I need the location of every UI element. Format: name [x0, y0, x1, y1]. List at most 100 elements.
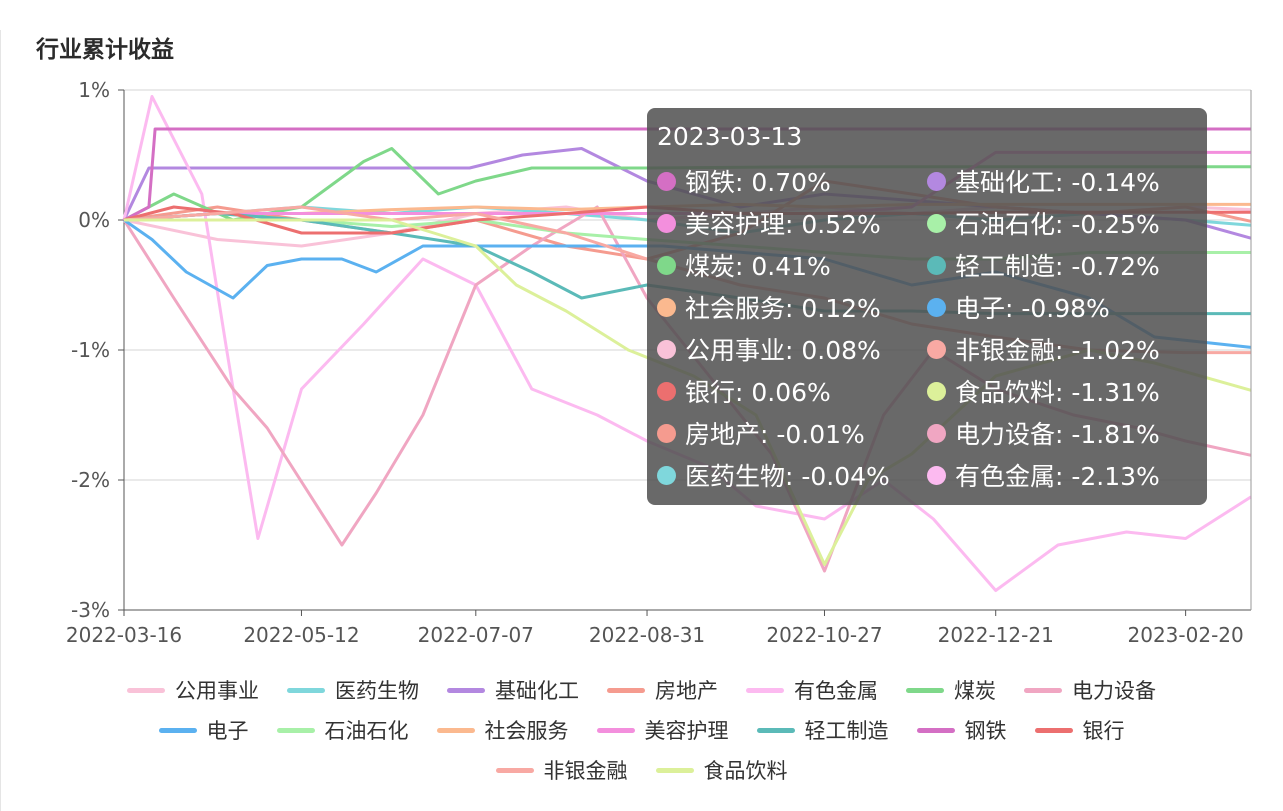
x-tick-label: 2022-08-31	[589, 623, 705, 647]
legend-label: 石油石化	[324, 719, 409, 743]
tooltip-text: 非银金融: -1.02%	[955, 336, 1160, 365]
left-divider	[0, 30, 1, 811]
y-tick-label: -1%	[71, 338, 110, 362]
legend-swatch	[916, 727, 955, 733]
legend-label: 公用事业	[175, 679, 259, 703]
legend-item[interactable]: 食品饮料	[655, 755, 788, 785]
tooltip-text: 房地产: -0.01%	[685, 420, 865, 449]
legend-item[interactable]: 医药生物	[287, 675, 419, 705]
tooltip-marker	[657, 255, 676, 275]
legend-label: 医药生物	[335, 679, 419, 703]
legend-swatch	[746, 687, 784, 693]
y-tick-label: 0%	[78, 208, 110, 232]
tooltip-item: 基础化工: -0.14%	[927, 160, 1207, 202]
tooltip-text: 医药生物: -0.04%	[685, 462, 890, 491]
tooltip-marker	[657, 297, 676, 317]
legend-swatch	[756, 727, 795, 733]
y-axis: 1% 0% -1% -2% -3%	[71, 78, 125, 622]
tooltip: 2023-03-13 钢铁: 0.70% 基础化工: -0.14% 美容护理: 0.…	[647, 108, 1207, 505]
x-axis: 2022-03-16 2022-05-12 2022-07-07 2022-08-31…	[66, 609, 1251, 647]
tooltip-item: 食品饮料: -1.31%	[927, 370, 1207, 412]
tooltip-text: 有色金属: -2.13%	[955, 462, 1160, 491]
legend-label: 电力设备	[1072, 679, 1156, 703]
tooltip-item: 电力设备: -1.81%	[927, 412, 1207, 454]
chart-title: 行业累计收益	[36, 37, 174, 63]
tooltip-text: 食品饮料: -1.31%	[955, 378, 1160, 407]
legend-item[interactable]: 银行	[1034, 715, 1125, 745]
legend-row: 非银金融 食品饮料	[0, 750, 1283, 790]
x-tick-label: 2022-03-16	[66, 623, 182, 647]
tooltip-text: 钢铁: 0.70%	[685, 168, 831, 197]
tooltip-item: 医药生物: -0.04%	[657, 454, 927, 496]
legend-swatch	[436, 727, 475, 733]
x-tick-label: 2022-12-21	[938, 623, 1054, 647]
tooltip-marker	[927, 339, 946, 359]
legend-swatch	[607, 687, 645, 693]
x-tick-label: 2023-02-20	[1128, 623, 1244, 647]
legend-item[interactable]: 电力设备	[1024, 675, 1156, 705]
y-tick-label: 1%	[78, 78, 110, 102]
tooltip-text: 美容护理: 0.52%	[685, 210, 881, 239]
tooltip-marker	[657, 339, 676, 359]
tooltip-text: 石油石化: -0.25%	[955, 210, 1160, 239]
legend-item[interactable]: 公用事业	[127, 675, 259, 705]
tooltip-item: 有色金属: -2.13%	[927, 454, 1207, 496]
legend-item[interactable]: 社会服务	[436, 715, 569, 745]
legend-row: 电子 石油石化 社会服务 美容护理 轻工制造 钢铁 银行	[0, 710, 1283, 750]
legend-item[interactable]: 钢铁	[916, 715, 1007, 745]
legend-label: 房地产	[655, 679, 718, 703]
legend-label: 美容护理	[644, 719, 729, 743]
tooltip-date: 2023-03-13	[657, 122, 803, 151]
legend-item[interactable]: 电子	[158, 715, 249, 745]
tooltip-marker	[657, 465, 676, 485]
tooltip-items: 钢铁: 0.70% 基础化工: -0.14% 美容护理: 0.52% 石油石化: -0…	[657, 160, 1197, 496]
tooltip-item: 社会服务: 0.12%	[657, 286, 927, 328]
tooltip-marker	[927, 465, 946, 485]
tooltip-item: 钢铁: 0.70%	[657, 160, 927, 202]
legend-swatch	[276, 727, 315, 733]
tooltip-text: 公用事业: 0.08%	[685, 336, 881, 365]
legend-item[interactable]: 煤炭	[906, 675, 996, 705]
legend-label: 煤炭	[954, 679, 996, 703]
legend-label: 社会服务	[484, 719, 569, 743]
tooltip-marker	[927, 171, 946, 191]
legend-label: 电子	[206, 719, 249, 743]
legend-label: 轻工制造	[804, 719, 889, 743]
legend-swatch	[655, 767, 694, 773]
legend-item[interactable]: 石油石化	[276, 715, 409, 745]
tooltip-text: 轻工制造: -0.72%	[955, 252, 1160, 281]
x-tick-label: 2022-05-12	[243, 623, 359, 647]
tooltip-item: 石油石化: -0.25%	[927, 202, 1207, 244]
tooltip-item: 银行: 0.06%	[657, 370, 927, 412]
tooltip-marker	[657, 381, 676, 401]
tooltip-marker	[927, 213, 946, 233]
tooltip-text: 电力设备: -1.81%	[955, 420, 1160, 449]
legend-item[interactable]: 有色金属	[746, 675, 878, 705]
legend-label: 非银金融	[543, 759, 628, 783]
legend-label: 银行	[1082, 719, 1125, 743]
legend-label: 钢铁	[964, 719, 1007, 743]
tooltip-item: 轻工制造: -0.72%	[927, 244, 1207, 286]
tooltip-text: 社会服务: 0.12%	[685, 294, 881, 323]
legend-swatch	[287, 687, 325, 693]
legend-item[interactable]: 美容护理	[596, 715, 729, 745]
tooltip-marker	[927, 297, 946, 317]
tooltip-text: 煤炭: 0.41%	[685, 252, 831, 281]
legend: 公用事业 医药生物 基础化工 房地产 有色金属 煤炭 电力设备电子 石油石化 社会服务 美容护理 轻…	[0, 670, 1283, 790]
series-line	[122, 95, 1252, 592]
legend-item[interactable]: 轻工制造	[756, 715, 889, 745]
legend-swatch	[127, 687, 165, 693]
legend-item[interactable]: 基础化工	[447, 675, 579, 705]
tooltip-item: 美容护理: 0.52%	[657, 202, 927, 244]
x-tick-label: 2022-07-07	[418, 623, 534, 647]
tooltip-marker	[927, 255, 946, 275]
tooltip-item: 电子: -0.98%	[927, 286, 1207, 328]
legend-label: 基础化工	[495, 679, 579, 703]
legend-row: 公用事业 医药生物 基础化工 房地产 有色金属 煤炭 电力设备	[0, 670, 1283, 710]
x-tick-label: 2022-10-27	[766, 623, 882, 647]
legend-item[interactable]: 非银金融	[495, 755, 628, 785]
legend-swatch	[596, 727, 635, 733]
legend-swatch	[906, 687, 944, 693]
legend-item[interactable]: 房地产	[607, 675, 718, 705]
legend-swatch	[495, 767, 534, 773]
